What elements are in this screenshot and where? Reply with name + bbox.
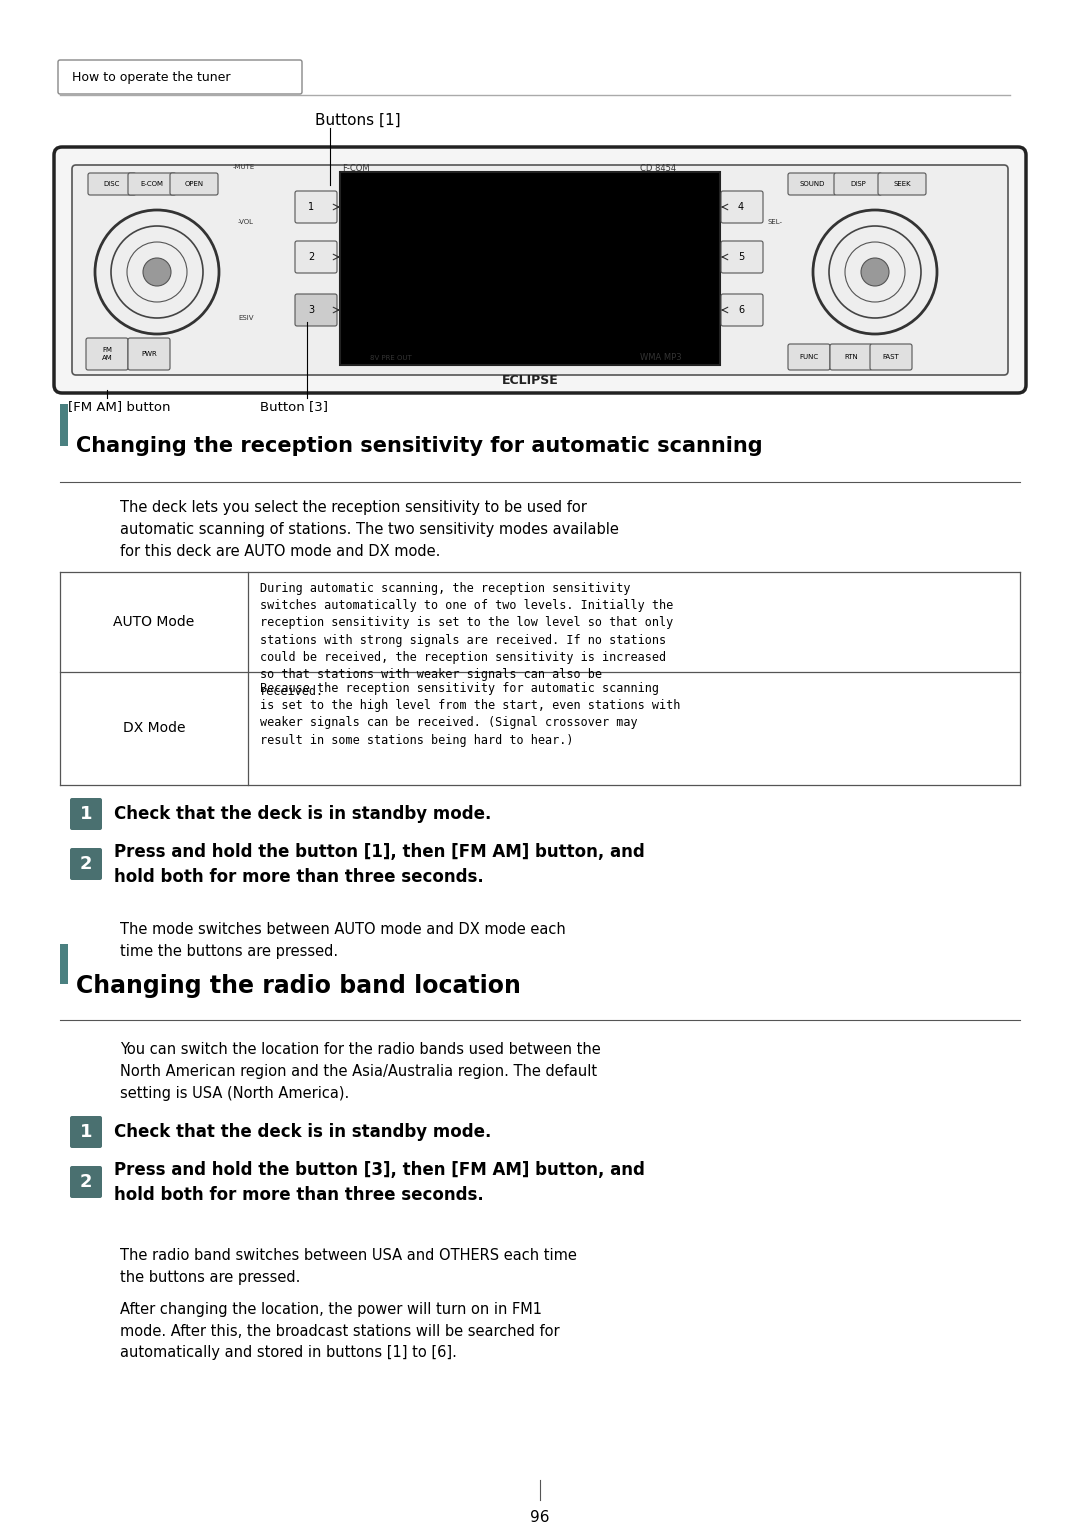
Text: FAST: FAST [882, 354, 900, 360]
Text: The deck lets you select the reception sensitivity to be used for: The deck lets you select the reception s… [120, 500, 586, 515]
FancyBboxPatch shape [170, 173, 218, 195]
Text: DISP: DISP [850, 181, 866, 187]
Text: FUNC: FUNC [799, 354, 819, 360]
Text: [FM AM] button: [FM AM] button [68, 400, 171, 412]
Text: AUTO Mode: AUTO Mode [113, 615, 194, 629]
FancyBboxPatch shape [721, 241, 762, 273]
Text: Because the reception sensitivity for automatic scanning
is set to the high leve: Because the reception sensitivity for au… [260, 682, 680, 747]
Text: Press and hold the button [1], then [FM AM] button, and
hold both for more than : Press and hold the button [1], then [FM … [114, 843, 645, 886]
Text: During automatic scanning, the reception sensitivity
switches automatically to o: During automatic scanning, the reception… [260, 583, 673, 698]
Text: 96: 96 [530, 1510, 550, 1525]
Text: North American region and the Asia/Australia region. The default: North American region and the Asia/Austr… [120, 1064, 597, 1079]
Text: Check that the deck is in standby mode.: Check that the deck is in standby mode. [114, 805, 491, 823]
FancyBboxPatch shape [70, 1116, 102, 1148]
Text: FM
AM: FM AM [102, 348, 112, 360]
Circle shape [861, 258, 889, 287]
Text: CD 8454: CD 8454 [640, 164, 676, 173]
Text: 2: 2 [80, 855, 92, 872]
Text: Changing the radio band location: Changing the radio band location [76, 973, 521, 998]
FancyBboxPatch shape [295, 241, 337, 273]
Text: 2: 2 [80, 1173, 92, 1191]
Text: The mode switches between AUTO mode and DX mode each
time the buttons are presse: The mode switches between AUTO mode and … [120, 921, 566, 958]
FancyBboxPatch shape [788, 343, 831, 369]
FancyBboxPatch shape [70, 799, 102, 829]
FancyBboxPatch shape [295, 192, 337, 222]
Text: DISC: DISC [104, 181, 120, 187]
FancyBboxPatch shape [831, 343, 872, 369]
Circle shape [143, 258, 171, 287]
FancyBboxPatch shape [70, 1167, 102, 1197]
Text: automatic scanning of stations. The two sensitivity modes available: automatic scanning of stations. The two … [120, 523, 619, 537]
Bar [60, 405, 68, 446]
Text: SEL-: SEL- [768, 219, 783, 225]
Text: 4: 4 [738, 202, 744, 212]
Text: 1: 1 [80, 1124, 92, 1141]
FancyBboxPatch shape [834, 173, 882, 195]
Text: for this deck are AUTO mode and DX mode.: for this deck are AUTO mode and DX mode. [120, 544, 441, 560]
FancyBboxPatch shape [70, 848, 102, 880]
FancyBboxPatch shape [72, 166, 1008, 376]
Text: -VOL: -VOL [238, 219, 254, 225]
Text: 5: 5 [738, 251, 744, 262]
FancyBboxPatch shape [870, 343, 912, 369]
Text: 2: 2 [308, 251, 314, 262]
Text: PWR: PWR [141, 351, 157, 357]
Text: Buttons [1]: Buttons [1] [315, 113, 401, 127]
Text: Check that the deck is in standby mode.: Check that the deck is in standby mode. [114, 1124, 491, 1141]
Text: Press and hold the button [3], then [FM AM] button, and
hold both for more than : Press and hold the button [3], then [FM … [114, 1160, 645, 1203]
FancyBboxPatch shape [58, 60, 302, 94]
FancyBboxPatch shape [86, 337, 129, 369]
FancyBboxPatch shape [129, 173, 176, 195]
FancyBboxPatch shape [721, 294, 762, 327]
Text: Button [3]: Button [3] [260, 400, 328, 412]
FancyBboxPatch shape [54, 147, 1026, 392]
Text: SOUND: SOUND [799, 181, 825, 187]
FancyBboxPatch shape [788, 173, 836, 195]
FancyBboxPatch shape [129, 337, 170, 369]
Text: F-COM: F-COM [342, 164, 369, 173]
Text: E-COM: E-COM [140, 181, 163, 187]
FancyBboxPatch shape [87, 173, 136, 195]
Text: 6: 6 [738, 305, 744, 314]
Text: RTN: RTN [845, 354, 858, 360]
Text: 3: 3 [308, 305, 314, 314]
Bar [340, 172, 720, 365]
Text: ESIV: ESIV [238, 314, 254, 320]
Text: After changing the location, the power will turn on in FM1
mode. After this, the: After changing the location, the power w… [120, 1302, 559, 1360]
Text: setting is USA (North America).: setting is USA (North America). [120, 1085, 349, 1101]
Text: OPEN: OPEN [185, 181, 203, 187]
Text: DX Mode: DX Mode [123, 722, 186, 736]
Bar [60, 944, 68, 984]
Text: -MUTE: -MUTE [233, 164, 255, 170]
FancyBboxPatch shape [878, 173, 926, 195]
Text: 1: 1 [308, 202, 314, 212]
Text: WMA MP3: WMA MP3 [640, 353, 681, 362]
Text: Changing the reception sensitivity for automatic scanning: Changing the reception sensitivity for a… [76, 435, 762, 455]
FancyBboxPatch shape [721, 192, 762, 222]
FancyBboxPatch shape [295, 294, 337, 327]
Text: SEEK: SEEK [893, 181, 910, 187]
Text: How to operate the tuner: How to operate the tuner [72, 71, 230, 83]
Text: ECLIPSE: ECLIPSE [501, 374, 558, 386]
Text: The radio band switches between USA and OTHERS each time
the buttons are pressed: The radio band switches between USA and … [120, 1248, 577, 1285]
Text: 8V PRE OUT: 8V PRE OUT [370, 356, 411, 360]
Text: 1: 1 [80, 805, 92, 823]
Text: You can switch the location for the radio bands used between the: You can switch the location for the radi… [120, 1042, 600, 1056]
